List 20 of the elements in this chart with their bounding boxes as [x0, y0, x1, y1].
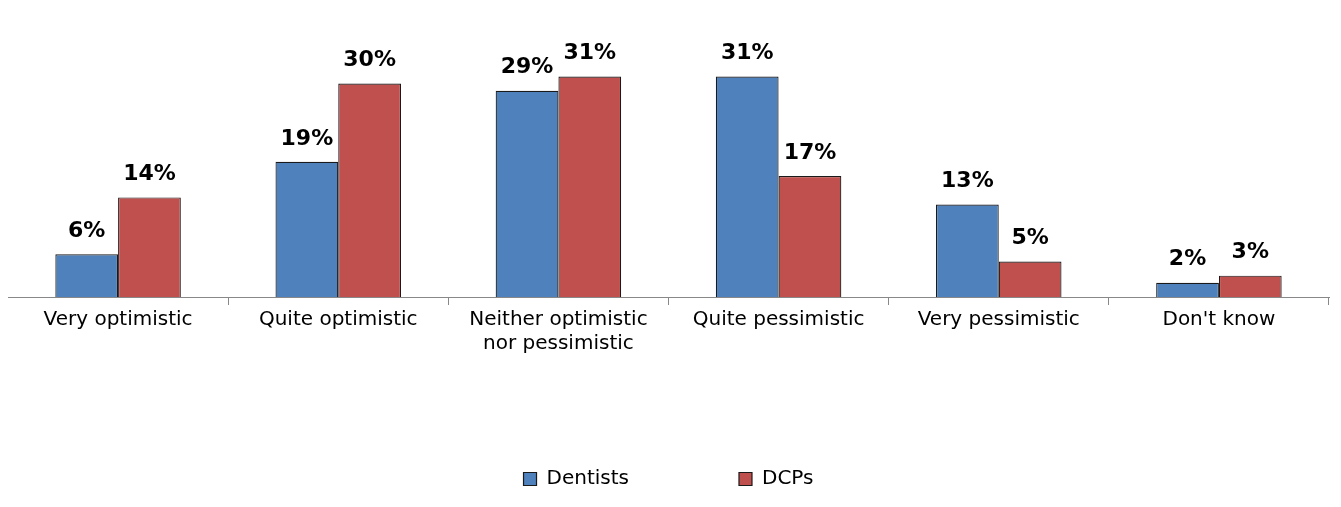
x-tick-label: Quite pessimistic — [692, 306, 865, 331]
data-label: 31% — [563, 39, 617, 65]
data-label: 19% — [280, 124, 334, 150]
data-label: 2% — [1168, 245, 1207, 271]
legend-label: DCPs — [761, 465, 814, 490]
data-label: 14% — [123, 160, 176, 186]
legend-label: Dentists — [546, 465, 629, 490]
x-tick-label: Very pessimistic — [917, 306, 1080, 331]
x-tick-label: Neither optimistic nor pessimistic — [469, 306, 648, 355]
x-tick-label: Quite optimistic — [258, 306, 418, 331]
data-label: 6% — [68, 217, 106, 243]
data-label: 29% — [500, 53, 554, 79]
data-label: 17% — [783, 138, 837, 164]
x-tick-label: Don't know — [1162, 306, 1276, 331]
data-label: 13% — [941, 167, 994, 193]
data-label: 30% — [343, 46, 396, 72]
data-label: 5% — [1011, 224, 1049, 250]
x-tick-label: Very optimistic — [43, 306, 193, 331]
data-label: 3% — [1231, 238, 1269, 264]
data-label: 31% — [720, 39, 774, 65]
